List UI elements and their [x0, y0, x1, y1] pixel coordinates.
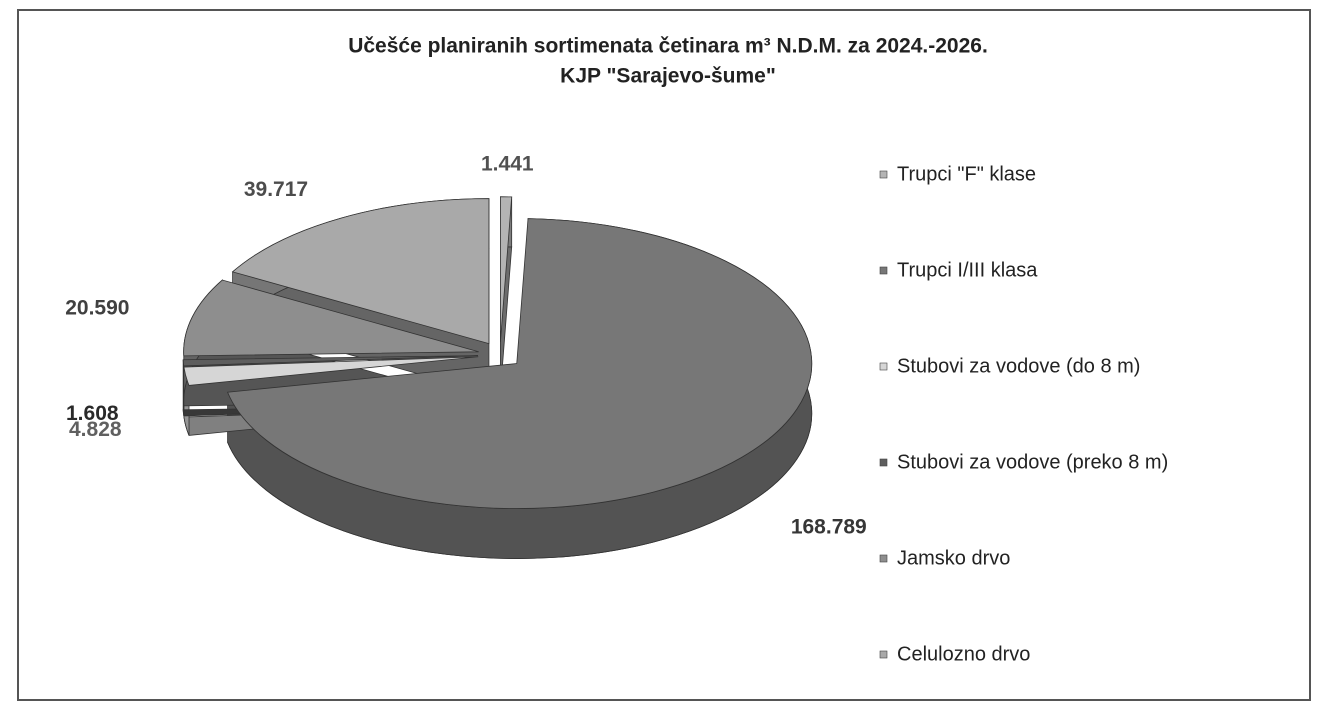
- slice: [226, 218, 813, 509]
- legend-swatch: [879, 458, 888, 467]
- data-label: 20.590: [65, 296, 129, 319]
- legend-label: Trupci I/III klasa: [897, 259, 1038, 281]
- data-label: 39.717: [244, 178, 308, 201]
- legend-swatch: [879, 554, 888, 563]
- data-label: 4.828: [69, 418, 122, 441]
- chart-subtitle: KJP "Sarajevo-šume": [560, 65, 776, 88]
- data-label: 168.789: [791, 516, 867, 539]
- legend-swatch: [879, 266, 888, 275]
- legend-swatch: [879, 170, 888, 179]
- legend-label: Stubovi za vodove (do 8 m): [897, 355, 1140, 377]
- legend-swatch: [879, 362, 888, 371]
- data-label: 1.441: [481, 152, 534, 175]
- legend-swatch: [879, 650, 888, 659]
- data-label: 1.608: [66, 402, 119, 425]
- chart-title: Učešće planiranih sortimenata četinara m…: [348, 35, 988, 58]
- legend-label: Trupci "F" klase: [897, 163, 1036, 185]
- slice: [183, 356, 479, 386]
- slice: [231, 198, 490, 345]
- slice: [183, 279, 479, 357]
- slice: [500, 196, 513, 342]
- legend-label: Celulozno drvo: [897, 643, 1030, 665]
- slice: [182, 355, 479, 367]
- legend-label: Stubovi za vodove (preko 8 m): [897, 451, 1168, 473]
- legend-label: Jamsko drvo: [897, 547, 1010, 569]
